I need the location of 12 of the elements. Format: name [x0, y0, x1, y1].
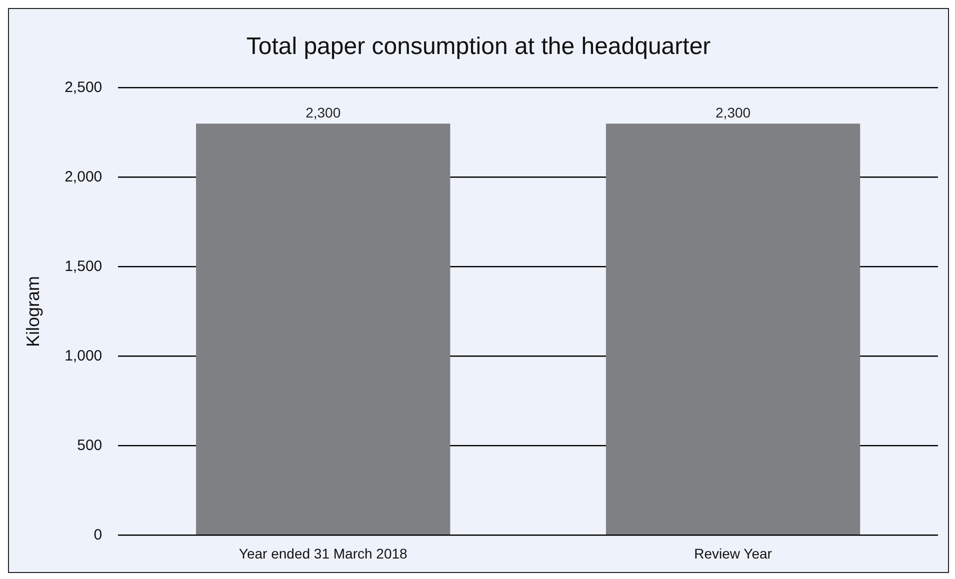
x-tick-label: Review Year — [694, 545, 772, 562]
chart-title: Total paper consumption at the headquarter — [246, 33, 711, 60]
y-tick-label: 2,000 — [64, 168, 102, 186]
y-tick-label: 500 — [77, 436, 102, 454]
y-axis-title: Kilogram — [22, 276, 43, 348]
y-tick-label: 0 — [94, 526, 102, 544]
y-tick-label: 2,500 — [64, 78, 102, 96]
y-tick-label: 1,500 — [64, 258, 102, 275]
y-tick-label: 1,000 — [64, 347, 102, 364]
data-label: 2,300 — [306, 104, 341, 120]
data-label: 2,300 — [716, 104, 751, 120]
x-tick-label: Year ended 31 March 2018 — [238, 545, 408, 562]
